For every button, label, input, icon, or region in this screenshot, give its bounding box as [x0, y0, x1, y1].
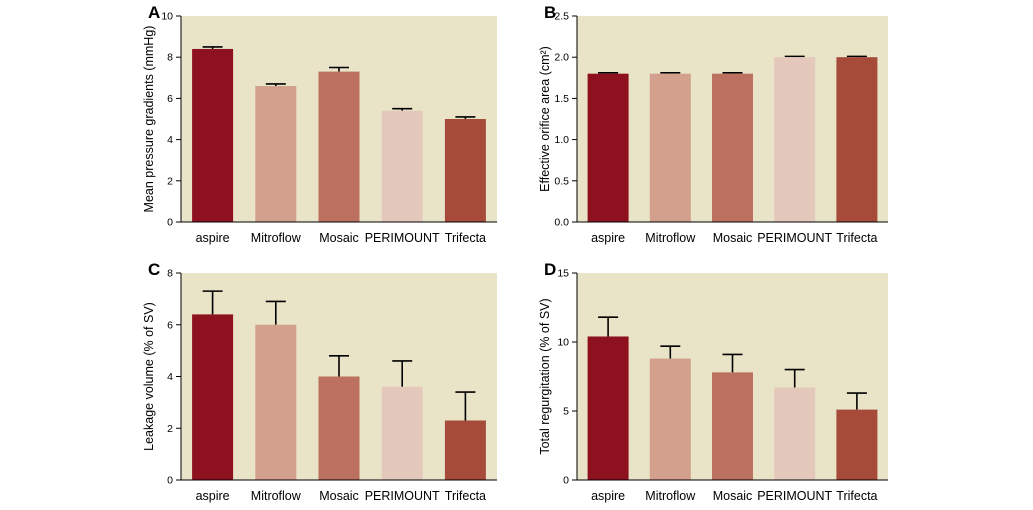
category-label-a-perimount: PERIMOUNT: [365, 231, 440, 245]
bar-c-aspire: [192, 314, 234, 480]
bar-a-mitroflow: [255, 86, 297, 222]
bar-d-aspire: [587, 336, 629, 480]
bar-b-mitroflow: [649, 73, 691, 223]
panel-b: aspire Mitroflow Mosaic PERIMOUNT Trifecta 0.…: [538, 3, 888, 245]
category-label-a-mitroflow: Mitroflow: [251, 231, 302, 245]
error-bar-c-trifecta: [455, 391, 476, 421]
y-tick-label-b: 0.5: [554, 175, 569, 187]
bar-a-perimount: [381, 110, 423, 222]
error-bar-b-mitroflow: [660, 72, 681, 74]
error-bar-d-trifecta: [846, 392, 867, 410]
bar-c-mitroflow: [255, 324, 297, 480]
bar-d-trifecta: [836, 409, 878, 480]
bar-d-mitroflow: [649, 358, 691, 480]
category-label-a-aspire: aspire: [196, 231, 230, 245]
panel-letter-d: D: [544, 260, 556, 279]
bar-b-aspire: [587, 73, 629, 223]
y-axis-label-c: Leakage volume (% of SV): [142, 302, 156, 451]
error-bar-a-mosaic: [329, 66, 349, 72]
y-tick-label-d: 0: [563, 475, 569, 487]
y-tick-label-b: 1.5: [554, 93, 569, 105]
y-tick-label-d: 5: [563, 406, 569, 418]
category-label-b-perimount: PERIMOUNT: [757, 231, 832, 245]
error-bar-d-mitroflow: [660, 345, 681, 359]
category-label-b-trifecta: Trifecta: [836, 231, 877, 245]
category-label-b-mosaic: Mosaic: [713, 231, 753, 245]
y-tick-label-c: 6: [167, 319, 173, 331]
category-label-c-aspire: aspire: [196, 489, 230, 503]
y-tick-label-d: 10: [557, 337, 569, 349]
bar-d-mosaic: [712, 372, 753, 480]
y-tick-label-a: 8: [167, 52, 173, 64]
error-bar-a-perimount: [392, 107, 413, 111]
panel-letter-b: B: [544, 3, 556, 22]
error-bar-a-trifecta: [455, 116, 476, 119]
error-bar-d-perimount: [784, 368, 805, 388]
error-bar-b-aspire: [598, 72, 619, 74]
bar-b-trifecta: [836, 57, 878, 223]
bar-c-mosaic: [318, 376, 360, 480]
category-label-b-mitroflow: Mitroflow: [645, 231, 696, 245]
category-label-c-mitroflow: Mitroflow: [251, 489, 302, 503]
bar-b-mosaic: [712, 73, 753, 223]
y-axis-label-a: Mean pressure gradients (mmHg): [142, 26, 156, 213]
y-tick-label-a: 4: [167, 134, 173, 146]
y-tick-label-a: 6: [167, 93, 173, 105]
bar-c-trifecta: [444, 420, 486, 480]
bar-a-aspire: [192, 48, 234, 223]
category-label-a-mosaic: Mosaic: [319, 231, 359, 245]
y-tick-label-c: 4: [167, 371, 173, 383]
category-label-d-trifecta: Trifecta: [836, 489, 877, 503]
panel-a: aspire Mitroflow Mosaic PERIMOUNT Trifecta 0 2…: [142, 3, 497, 245]
category-label-a-trifecta: Trifecta: [445, 231, 486, 245]
bar-b-perimount: [774, 57, 816, 223]
error-bar-c-mitroflow: [265, 300, 286, 325]
y-axis-label-d: Total regurgitation (% of SV): [538, 298, 552, 454]
panel-d: aspire Mitroflow Mosaic PERIMOUNT Trifecta 0 5…: [538, 260, 888, 503]
panel-letter-c: C: [148, 260, 160, 279]
category-label-c-mosaic: Mosaic: [319, 489, 359, 503]
error-bar-c-aspire: [202, 290, 223, 315]
error-bar-b-trifecta: [846, 55, 867, 58]
y-tick-label-b: 2.0: [554, 52, 569, 64]
y-tick-label-c: 0: [167, 475, 173, 487]
bar-a-mosaic: [318, 71, 360, 223]
y-tick-label-d: 15: [557, 268, 569, 280]
error-bar-d-aspire: [598, 316, 619, 337]
y-tick-label-c: 2: [167, 423, 173, 435]
y-tick-label-c: 8: [167, 268, 173, 280]
error-bar-a-aspire: [202, 46, 223, 49]
category-label-b-aspire: aspire: [591, 231, 625, 245]
category-label-c-trifecta: Trifecta: [445, 489, 486, 503]
y-tick-label-a: 0: [167, 217, 173, 229]
y-tick-label-b: 1.0: [554, 134, 569, 146]
error-bar-d-mosaic: [722, 353, 743, 373]
category-label-c-perimount: PERIMOUNT: [365, 489, 440, 503]
y-axis-label-b: Effective orifice area (cm²): [538, 46, 552, 192]
error-bar-c-perimount: [392, 360, 413, 387]
error-bar-c-mosaic: [329, 354, 349, 377]
category-label-d-mitroflow: Mitroflow: [645, 489, 696, 503]
error-bar-a-mitroflow: [265, 83, 286, 87]
y-tick-label-a: 2: [167, 175, 173, 187]
bar-d-perimount: [774, 387, 816, 480]
bar-a-trifecta: [444, 119, 486, 222]
y-tick-label-b: 0.0: [554, 217, 569, 229]
y-tick-label-b: 2.5: [554, 11, 569, 23]
category-label-d-aspire: aspire: [591, 489, 625, 503]
panel-letter-a: A: [148, 3, 160, 22]
error-bar-b-perimount: [784, 55, 805, 58]
error-bar-b-mosaic: [722, 72, 743, 74]
bar-c-perimount: [381, 386, 423, 480]
category-label-d-mosaic: Mosaic: [713, 489, 753, 503]
panel-c: aspire Mitroflow Mosaic PERIMOUNT Trifecta 0 2…: [142, 260, 497, 503]
y-tick-label-a: 10: [161, 11, 173, 23]
category-label-d-perimount: PERIMOUNT: [757, 489, 832, 503]
